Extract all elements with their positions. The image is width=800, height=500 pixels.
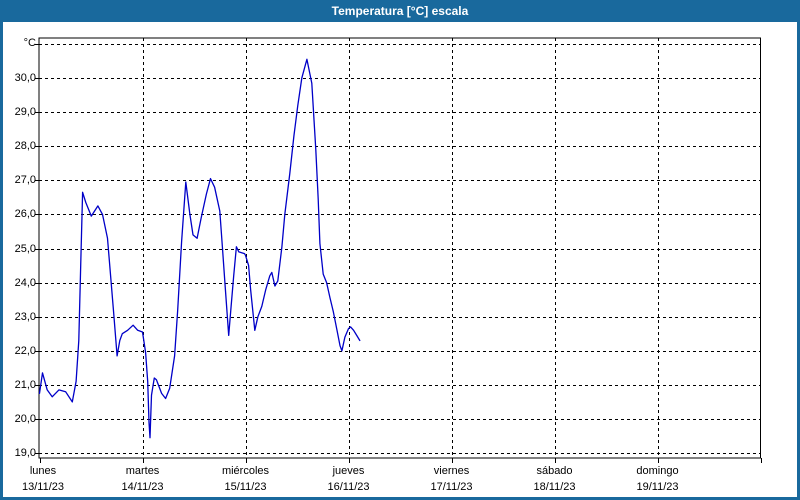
- x-day-date-label: 16/11/23: [327, 481, 370, 493]
- y-tick-label: 26,0: [14, 208, 36, 221]
- x-day-date-label: 18/11/23: [533, 481, 576, 493]
- y-tick-label: 19,0: [14, 447, 36, 459]
- y-axis-unit-label: °C: [23, 37, 36, 49]
- window-frame-left: [0, 0, 3, 500]
- y-tick-label: 27,0: [14, 174, 36, 187]
- y-tick-label: 24,0: [14, 276, 36, 289]
- y-tick-label: 25,0: [14, 242, 36, 255]
- window-frame-right: [797, 0, 800, 500]
- y-tick-label: 20,0: [14, 412, 36, 425]
- x-day-name-label: domingo: [636, 465, 679, 477]
- x-day-name-label: viernes: [433, 465, 470, 477]
- y-tick-label: 29,0: [14, 106, 36, 119]
- x-day-name-label: jueves: [332, 465, 365, 477]
- x-day-date-label: 17/11/23: [430, 481, 473, 493]
- x-day-name-label: miércoles: [221, 465, 270, 477]
- y-tick-label: 23,0: [14, 310, 36, 323]
- chart-title: Temperatura [°C] escala: [331, 4, 469, 18]
- y-tick-label: 22,0: [14, 344, 36, 357]
- x-day-date-label: 14/11/23: [121, 481, 164, 493]
- title-bar: Temperatura [°C] escala: [0, 0, 800, 22]
- y-tick-label: 30,0: [14, 72, 36, 85]
- x-day-date-label: 19/11/23: [636, 481, 679, 493]
- x-day-name-label: lunes: [29, 465, 57, 477]
- plot-canvas: [35, 37, 762, 463]
- x-day-name-label: sábado: [536, 465, 573, 477]
- x-day-date-label: 15/11/23: [224, 481, 267, 493]
- window-frame-bottom: [0, 497, 800, 500]
- temperature-line: [38, 58, 361, 439]
- plot-border: [38, 37, 761, 459]
- x-day-date-label: 13/11/23: [21, 481, 64, 493]
- chart-area: °C 30,0 29,0 28,0 27,0 26,0 25,0 24,0 23,0 22,0 2…: [0, 22, 800, 497]
- x-day-name-label: martes: [125, 465, 160, 477]
- y-tick-label: 21,0: [14, 378, 36, 391]
- y-tick-label: 28,0: [14, 140, 36, 153]
